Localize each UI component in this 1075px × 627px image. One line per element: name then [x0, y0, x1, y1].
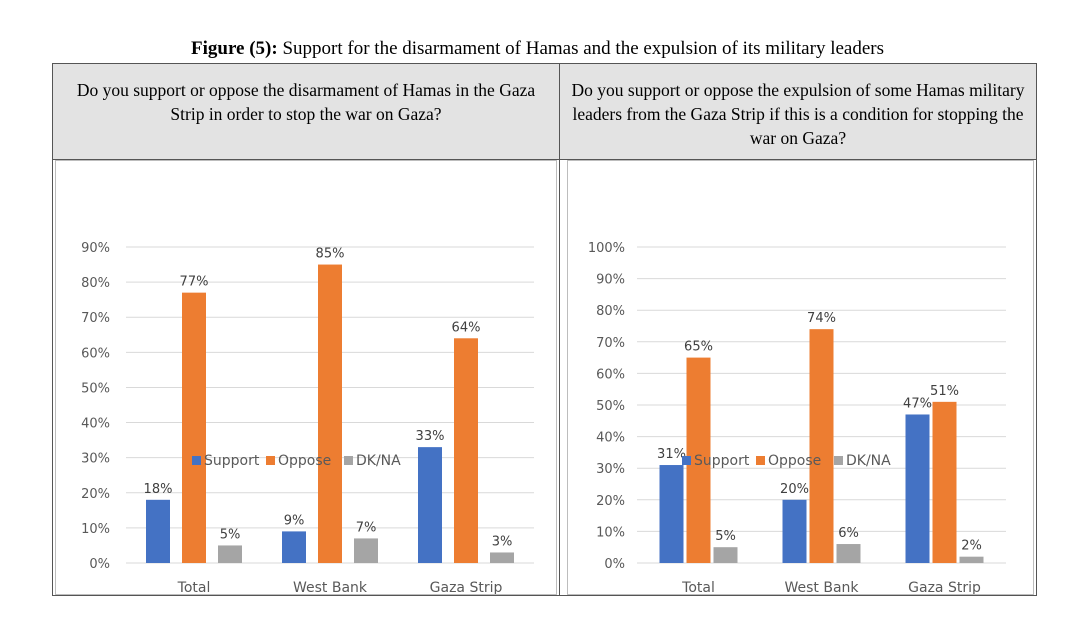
legend-label: Support: [694, 453, 750, 469]
right-question-box: Do you support or oppose the expulsion o…: [559, 63, 1037, 596]
x-tick-label: West Bank: [784, 580, 859, 594]
legend-swatch: [756, 456, 765, 465]
y-tick-label: 20%: [81, 487, 110, 502]
y-tick-label: 50%: [81, 381, 110, 396]
bar-support: [282, 531, 306, 563]
y-tick-label: 20%: [596, 494, 625, 509]
data-label: 20%: [780, 482, 809, 497]
y-tick-label: 70%: [596, 336, 625, 351]
legend-swatch: [834, 456, 843, 465]
left-question-box: Do you support or oppose the disarmament…: [52, 63, 560, 596]
bar-oppose: [932, 401, 957, 563]
data-label: 33%: [416, 429, 445, 444]
bar-oppose: [318, 264, 342, 563]
bar-support: [146, 499, 170, 563]
bar-dkna: [713, 547, 738, 563]
bar-dkna: [959, 556, 984, 563]
y-tick-label: 30%: [81, 452, 110, 467]
legend-label: Oppose: [278, 453, 331, 469]
x-tick-label: Gaza Strip: [430, 580, 503, 594]
y-tick-label: 30%: [596, 462, 625, 477]
data-label: 18%: [144, 482, 173, 497]
y-tick-label: 40%: [81, 417, 110, 432]
legend-label: DK/NA: [846, 453, 891, 469]
legend-swatch: [682, 456, 691, 465]
disarmament-chart: 0% 10% 20% 30% 40% 50% 60% 70% 80% 90% Total 18% 77%…: [81, 241, 534, 594]
y-tick-label: 90%: [596, 273, 625, 288]
legend: Support Oppose DK/NA: [682, 453, 891, 469]
bar-support: [905, 414, 930, 563]
x-tick-label: Total: [177, 580, 211, 594]
bar-support: [782, 499, 807, 563]
y-tick-label: 0%: [89, 557, 110, 572]
data-label: 5%: [715, 529, 736, 544]
data-label: 51%: [930, 384, 959, 399]
right-chart-panel: 0% 10% 20% 30% 40% 50% 60% 70% 80% 90% 100% Total 31…: [567, 160, 1034, 595]
bar-dkna: [836, 544, 861, 563]
y-tick-label: 40%: [596, 431, 625, 446]
data-label: 47%: [903, 396, 932, 411]
legend-label: DK/NA: [356, 453, 401, 469]
data-label: 31%: [657, 447, 686, 462]
y-tick-label: 60%: [81, 346, 110, 361]
data-label: 64%: [452, 320, 481, 335]
legend-swatch: [266, 456, 275, 465]
y-tick-label: 10%: [596, 525, 625, 540]
x-tick-label: Gaza Strip: [908, 580, 981, 594]
right-question-header: Do you support or oppose the expulsion o…: [560, 64, 1036, 160]
bar-support: [418, 447, 442, 563]
y-tick-label: 70%: [81, 311, 110, 326]
bar-oppose: [182, 292, 206, 563]
figure-title-text: Support for the disarmament of Hamas and…: [277, 38, 884, 59]
y-tick-label: 90%: [81, 241, 110, 256]
legend-swatch: [344, 456, 353, 465]
data-label: 2%: [961, 539, 982, 554]
data-label: 3%: [492, 534, 513, 549]
y-tick-label: 80%: [596, 304, 625, 319]
y-tick-label: 0%: [604, 557, 625, 572]
bar-dkna: [490, 552, 514, 563]
bar-dkna: [354, 538, 378, 563]
bar-oppose: [809, 329, 834, 563]
legend-label: Oppose: [768, 453, 821, 469]
bar-oppose: [454, 338, 478, 563]
figure-label: Figure (5):: [191, 38, 278, 59]
data-label: 77%: [180, 275, 209, 290]
x-tick-label: West Bank: [293, 580, 368, 594]
data-label: 6%: [838, 526, 859, 541]
data-label: 9%: [284, 513, 305, 528]
data-label: 85%: [316, 247, 345, 262]
y-tick-label: 100%: [588, 241, 625, 256]
x-tick-label: Total: [681, 580, 715, 594]
y-tick-label: 60%: [596, 367, 625, 382]
bar-support: [659, 465, 684, 563]
y-tick-label: 10%: [81, 522, 110, 537]
data-label: 74%: [807, 311, 836, 326]
left-question-header: Do you support or oppose the disarmament…: [53, 64, 559, 160]
legend-label: Support: [204, 453, 260, 469]
expulsion-chart: 0% 10% 20% 30% 40% 50% 60% 70% 80% 90% 100% Total 31…: [588, 241, 1006, 594]
data-label: 65%: [684, 340, 713, 355]
y-tick-label: 50%: [596, 399, 625, 414]
legend-swatch: [192, 456, 201, 465]
legend: Support Oppose DK/NA: [192, 453, 401, 469]
data-label: 7%: [356, 520, 377, 535]
figure-title: Figure (5): Support for the disarmament …: [0, 38, 1075, 60]
bar-dkna: [218, 545, 242, 563]
data-label: 5%: [220, 527, 241, 542]
left-chart-panel: 0% 10% 20% 30% 40% 50% 60% 70% 80% 90% Total 18% 77%…: [55, 160, 557, 595]
y-tick-label: 80%: [81, 276, 110, 291]
